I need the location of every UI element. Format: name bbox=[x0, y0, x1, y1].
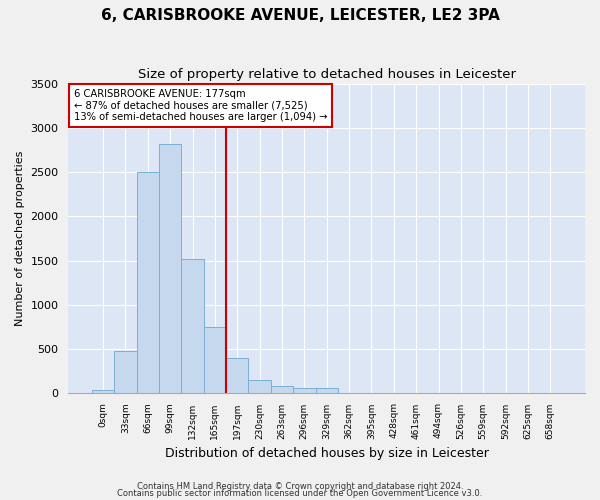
Y-axis label: Number of detached properties: Number of detached properties bbox=[15, 151, 25, 326]
Bar bbox=[181, 259, 204, 392]
Bar bbox=[92, 390, 114, 392]
Text: Contains HM Land Registry data © Crown copyright and database right 2024.: Contains HM Land Registry data © Crown c… bbox=[137, 482, 463, 491]
Bar bbox=[114, 351, 137, 393]
Bar bbox=[248, 380, 271, 392]
Title: Size of property relative to detached houses in Leicester: Size of property relative to detached ho… bbox=[138, 68, 516, 80]
Bar bbox=[271, 386, 293, 392]
Bar bbox=[293, 388, 316, 392]
X-axis label: Distribution of detached houses by size in Leicester: Distribution of detached houses by size … bbox=[165, 447, 488, 460]
Text: Contains public sector information licensed under the Open Government Licence v3: Contains public sector information licen… bbox=[118, 490, 482, 498]
Bar bbox=[316, 388, 338, 392]
Text: 6, CARISBROOKE AVENUE, LEICESTER, LE2 3PA: 6, CARISBROOKE AVENUE, LEICESTER, LE2 3P… bbox=[101, 8, 499, 22]
Bar bbox=[204, 326, 226, 392]
Bar bbox=[159, 144, 181, 392]
Bar bbox=[137, 172, 159, 392]
Text: 6 CARISBROOKE AVENUE: 177sqm
← 87% of detached houses are smaller (7,525)
13% of: 6 CARISBROOKE AVENUE: 177sqm ← 87% of de… bbox=[74, 89, 327, 122]
Bar bbox=[226, 358, 248, 392]
